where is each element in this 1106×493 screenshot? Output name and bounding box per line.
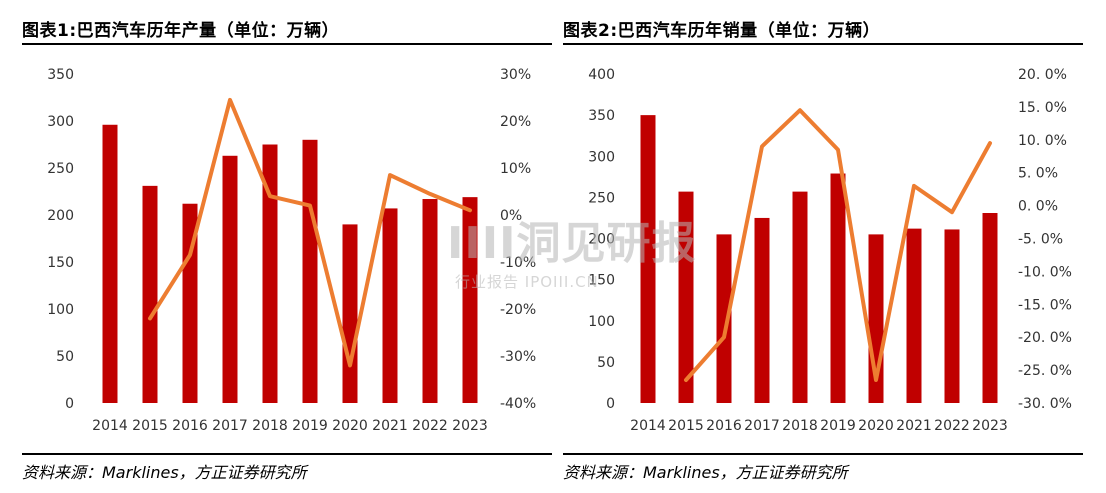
y-right-tick-label: 5. 0% — [1018, 166, 1058, 182]
y-right-tick-label: -5. 0% — [1018, 232, 1063, 248]
y-left-tick-label: 350 — [47, 67, 74, 83]
bar-2019 — [830, 173, 846, 403]
y-left-tick-label: 300 — [47, 114, 74, 130]
y-left-tick-label: 50 — [56, 349, 74, 365]
y-right-tick-label: -10% — [500, 255, 536, 271]
x-tick-label: 2018 — [782, 418, 818, 434]
growth-line — [684, 108, 992, 382]
y-left-tick-label: 200 — [47, 208, 74, 224]
bar-2016 — [182, 203, 198, 403]
x-tick-label: 2018 — [252, 418, 288, 434]
bar-2014 — [102, 124, 118, 403]
x-tick-label: 2020 — [332, 418, 368, 434]
bar-2023 — [982, 213, 998, 403]
y-left-tick-label: 350 — [588, 108, 615, 124]
bar-2015 — [142, 185, 158, 403]
source-rule — [563, 453, 1083, 455]
y-right-tick-label: 10% — [500, 161, 531, 177]
x-tick-label: 2022 — [934, 418, 970, 434]
y-right-tick-label: 0% — [500, 208, 522, 224]
x-tick-label: 2019 — [820, 418, 856, 434]
bar-2017 — [222, 155, 238, 403]
bar-2023 — [462, 197, 478, 403]
chart-panel-production: 图表1:巴西汽车历年产量（单位：万辆） 0 50 100 150 200 250 300 35… — [22, 0, 552, 493]
y-left-tick-label: 300 — [588, 149, 615, 165]
y-left-tick-label: 250 — [47, 161, 74, 177]
y-right-tick-label: -20. 0% — [1018, 330, 1072, 346]
chart-source: 资料来源：Marklines，方正证券研究所 — [563, 463, 848, 482]
y-left-tick-label: 150 — [47, 255, 74, 271]
bar-2016 — [716, 234, 732, 403]
source-rule — [22, 453, 552, 455]
x-tick-label: 2017 — [212, 418, 248, 434]
y-left-tick-label: 50 — [597, 355, 615, 371]
x-tick-label: 2017 — [744, 418, 780, 434]
bar-2014 — [640, 115, 656, 403]
y-left-tick-label: 0 — [65, 396, 74, 412]
title-rule — [563, 43, 1083, 45]
x-tick-label: 2016 — [172, 418, 208, 434]
production-chart: 0 50 100 150 200 250 300 350 -40% -30% -20% -10% 0% 1… — [47, 67, 536, 434]
x-tick-label: 2014 — [92, 418, 128, 434]
bar-2019 — [302, 139, 318, 404]
y-left-tick-label: 100 — [588, 314, 615, 330]
bar-2021 — [382, 208, 398, 403]
chart-source: 资料来源：Marklines，方正证券研究所 — [22, 463, 307, 482]
y-left-tick-label: 250 — [588, 190, 615, 206]
x-tick-label: 2019 — [292, 418, 328, 434]
x-tick-label: 2022 — [412, 418, 448, 434]
x-tick-label: 2023 — [452, 418, 488, 434]
y-right-tick-label: -40% — [500, 396, 536, 412]
y-right-tick-label: -10. 0% — [1018, 264, 1072, 280]
y-right-tick-label: -30. 0% — [1018, 396, 1072, 412]
y-right-tick-label: 10. 0% — [1018, 133, 1067, 149]
x-tick-label: 2021 — [372, 418, 408, 434]
x-tick-label: 2021 — [896, 418, 932, 434]
bar-2020 — [342, 224, 358, 403]
y-left-tick-label: 150 — [588, 273, 615, 289]
y-right-tick-label: 0. 0% — [1018, 199, 1058, 215]
y-right-tick-label: -30% — [500, 349, 536, 365]
y-left-tick-label: 200 — [588, 232, 615, 248]
bar-2021 — [906, 228, 922, 403]
y-left-tick-label: 100 — [47, 302, 74, 318]
bar-2017 — [754, 217, 770, 403]
bar-2022 — [422, 199, 438, 403]
growth-line — [148, 97, 472, 368]
y-right-tick-label: 15. 0% — [1018, 100, 1067, 116]
y-right-tick-label: -20% — [500, 302, 536, 318]
bar-2015 — [678, 191, 694, 403]
y-left-tick-label: 0 — [606, 396, 615, 412]
chart-panel-sales: 图表2:巴西汽车历年销量（单位：万辆） 0 50 100 150 200 250 300 35… — [563, 0, 1083, 493]
y-right-tick-label: 20% — [500, 114, 531, 130]
sales-chart: 0 50 100 150 200 250 300 350 400 -30. 0% -25. 0% -2… — [588, 67, 1072, 434]
chart-title: 图表1:巴西汽车历年产量（单位：万辆） — [22, 21, 340, 41]
y-right-tick-label: -15. 0% — [1018, 297, 1072, 313]
bar-2018 — [262, 144, 278, 403]
x-tick-label: 2014 — [630, 418, 666, 434]
chart-title: 图表2:巴西汽车历年销量（单位：万辆） — [563, 21, 881, 41]
x-tick-label: 2015 — [668, 418, 704, 434]
x-tick-label: 2020 — [858, 418, 894, 434]
bar-2022 — [944, 229, 960, 403]
title-rule — [22, 43, 552, 45]
y-right-tick-label: 20. 0% — [1018, 67, 1067, 83]
x-tick-label: 2015 — [132, 418, 168, 434]
y-left-tick-label: 400 — [588, 67, 615, 83]
y-right-tick-label: 30% — [500, 67, 531, 83]
x-tick-label: 2016 — [706, 418, 742, 434]
y-right-tick-label: -25. 0% — [1018, 363, 1072, 379]
x-tick-label: 2023 — [972, 418, 1008, 434]
bar-2018 — [792, 191, 808, 403]
